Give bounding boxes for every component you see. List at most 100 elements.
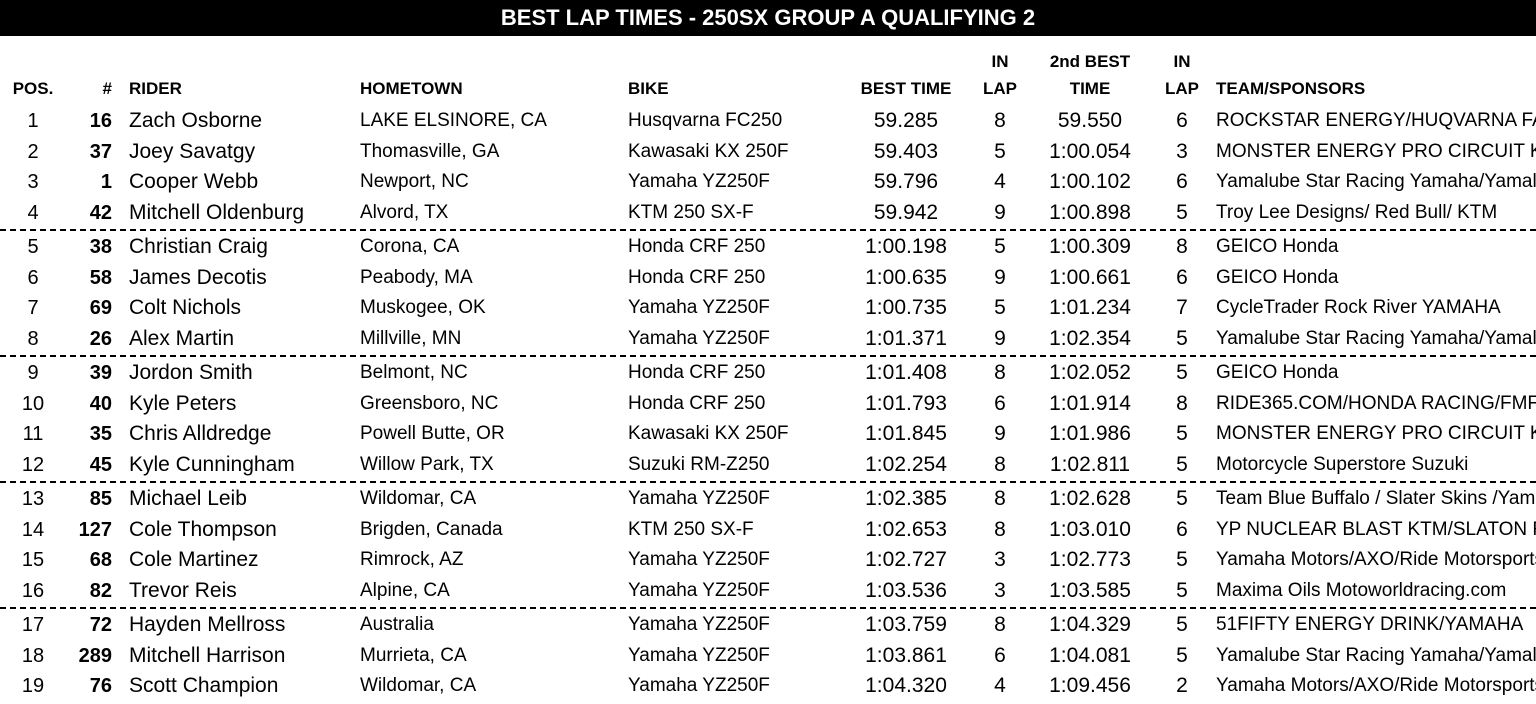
column-header-cell: BIKE [628,40,848,102]
table-cell: 1:00.198 [865,235,947,258]
table-cell: 45 [89,453,112,476]
table-cell: 72 [89,614,112,636]
table-cell: 18 [21,644,45,667]
table-cell: 1:04.081 [1049,643,1131,667]
table-cell: Zach Osborne [129,109,263,132]
table-cell: 1:02.811 [1049,452,1131,476]
table-cell: CycleTrader Rock River YAMAHA [1216,297,1501,318]
table-cell: 289 [78,644,112,667]
table-cell: Yamaha YZ250F [628,488,770,509]
table-cell: James Decotis [129,265,267,289]
table-cell: Brigden, Canada [360,518,503,540]
table-cell: 3 [27,171,39,193]
table-cell: 5 [994,139,1006,163]
table-cell: Honda CRF 250 [628,392,766,414]
table-cell: Yamaha YZ250F [628,644,770,666]
table-cell: 8 [994,452,1006,476]
table-cell: 59.285 [873,109,939,132]
column-header: # [102,79,112,98]
table-cell: 1 [27,110,39,132]
table-cell: 37 [89,140,112,163]
table-cell: 5 [1176,613,1188,636]
table-cell: Yamaha YZ250F [628,549,770,570]
table-cell: Alex Martin [129,326,235,350]
table-cell: 5 [1176,578,1188,602]
column-header-cell: 2nd BEST TIME [1040,40,1140,102]
table-cell: Jordon Smith [129,361,253,384]
table-cell: Yamaha YZ250F [628,327,770,349]
table-cell: 1:01.793 [865,391,947,415]
table-cell: 16 [21,579,45,602]
table-cell: 76 [89,675,112,697]
table-cell: 16 [89,110,112,132]
table-cell: 11 [22,423,44,445]
table-cell: 1:02.773 [1049,548,1131,571]
table-cell: 1:00.054 [1049,139,1131,163]
table-cell: 1:01.914 [1049,391,1131,415]
table-cell: 10 [21,392,45,415]
table-cell: 6 [994,391,1006,415]
table-cell: 1:02.354 [1049,326,1131,350]
table-cell: 1:02.727 [865,548,947,571]
table-cell: 5 [1176,326,1188,350]
table-cell: Cole Martinez [129,548,259,571]
table-cell: Corona, CA [360,236,460,257]
table-cell: 1:01.234 [1049,296,1131,319]
table-cell: 1:03.010 [1049,517,1131,541]
table-cell: 4 [994,674,1006,697]
table-cell: 35 [89,423,112,445]
column-header: TEAM/SPONSORS [1216,79,1366,98]
table-cell: 1:02.254 [865,452,947,476]
table-cell: 1:03.536 [865,578,947,602]
table-cell: 9 [994,326,1006,350]
table-cell: Joey Savatgy [129,139,256,163]
table-cell: 9 [994,265,1006,289]
table-cell: 1:03.861 [865,643,947,667]
table-cell: Alvord, TX [360,201,449,223]
table-cell: 7 [1176,296,1188,319]
table-cell: Trevor Reis [129,578,237,602]
table-cell: 8 [994,613,1006,636]
table-cell: 1:02.385 [865,487,947,510]
table-cell: Kyle Cunningham [129,452,295,476]
table-cell: LAKE ELSINORE, CA [360,110,547,131]
column-header-cell: HOMETOWN [360,40,622,102]
table-cell: 127 [78,518,112,541]
table-cell: Michael Leib [129,487,247,510]
table-cell: 15 [21,549,45,571]
table-cell: 40 [89,392,112,415]
table-cell: 8 [1176,235,1188,258]
table-cell: 1:02.052 [1049,361,1131,384]
table-cell: Thomasville, GA [360,140,500,162]
table-cell: 1:04.320 [865,674,947,697]
table-cell: 38 [89,236,112,258]
group-separator [0,481,1536,483]
column-header: BIKE [628,79,669,98]
table-cell: Muskogee, OK [360,297,486,318]
table-cell: 8 [994,517,1006,541]
table-cell: 1:00.661 [1049,265,1131,289]
table-cell: Maxima Oils Motoworldracing.com [1216,579,1507,601]
table-cell: Suzuki RM-Z250 [628,453,770,475]
table-cell: MONSTER ENERGY PRO CIRCUIT KAV [1216,140,1536,162]
table-cell: 5 [1176,422,1188,445]
table-cell: Yamaha YZ250F [628,614,770,635]
table-cell: Yamaha YZ250F [628,297,770,318]
table-cell: 19 [21,675,45,697]
table-cell: Husqvarna FC250 [628,110,783,131]
table-cell: Honda CRF 250 [628,266,766,288]
table-cell: 5 [1176,548,1188,571]
table-cell: 59.796 [873,170,939,193]
table-cell: 1:04.329 [1049,613,1131,636]
table-cell: ROCKSTAR ENERGY/HUQVARNA FAC [1216,110,1536,131]
table-cell: Honda CRF 250 [628,236,766,257]
table-cell: Kawasaki KX 250F [628,140,789,162]
column-header: IN LAP [983,52,1017,98]
table-cell: Yamaha YZ250F [628,675,770,696]
table-cell: 1:00.102 [1049,170,1131,193]
table-cell: 4 [27,201,39,224]
table-cell: Team Blue Buffalo / Slater Skins /Yamah [1216,488,1536,509]
table-cell: Murrieta, CA [360,644,467,666]
column-header-cell: POS. [8,40,58,102]
column-header-cell: RIDER [129,40,354,102]
